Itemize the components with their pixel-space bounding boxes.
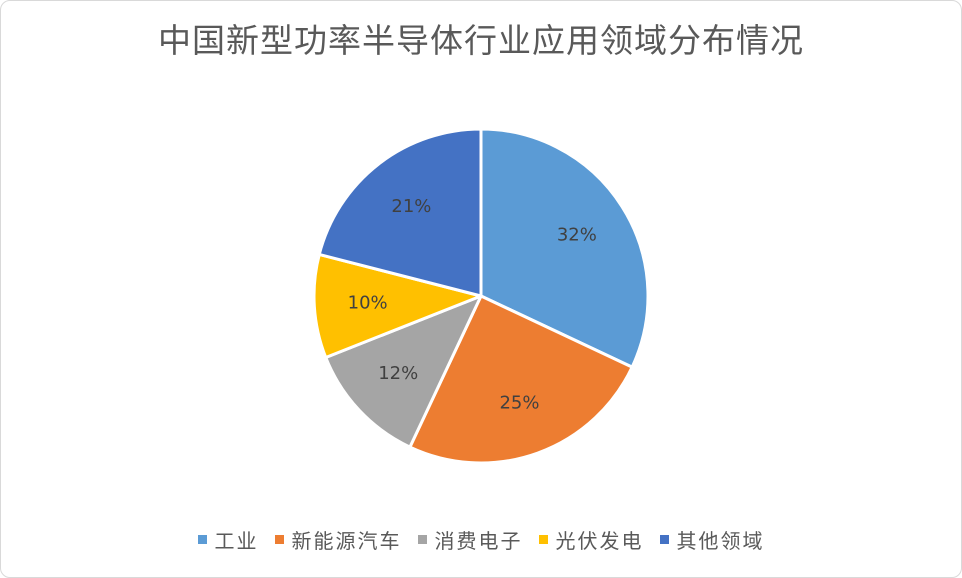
- legend: 工业 新能源汽车 消费电子 光伏发电 其他领域: [0, 523, 962, 555]
- data-label-consumer-electronics: 12%: [378, 363, 418, 384]
- legend-label: 光伏发电: [555, 528, 644, 553]
- pie-slice-new-energy-vehicles: [408, 294, 634, 465]
- legend-label: 消费电子: [434, 528, 523, 553]
- legend-item-new-energy-vehicles: 新能源汽车: [274, 525, 402, 554]
- legend-swatch: [417, 534, 427, 544]
- data-label-new-energy-vehicles: 25%: [499, 392, 539, 413]
- legend-label: 新能源汽车: [291, 528, 402, 553]
- pie-slice-photovoltaic: [312, 252, 483, 359]
- legend-label: 工业: [214, 528, 259, 553]
- legend-item-consumer-electronics: 消费电子: [417, 525, 523, 554]
- legend-item-other: 其他领域: [659, 525, 765, 554]
- pie-slice-industry: [479, 127, 650, 369]
- legend-item-photovoltaic: 光伏发电: [538, 525, 644, 554]
- data-label-other: 21%: [391, 196, 431, 217]
- legend-swatch: [659, 534, 669, 544]
- data-label-industry: 32%: [557, 225, 597, 246]
- legend-item-industry: 工业: [197, 525, 259, 554]
- pie-slice-consumer-electronics: [324, 294, 483, 449]
- legend-swatch: [538, 534, 548, 544]
- legend-swatch: [197, 534, 207, 544]
- legend-label: 其他领域: [676, 528, 765, 553]
- pie-slice-other: [317, 127, 483, 298]
- legend-swatch: [274, 534, 284, 544]
- data-label-photovoltaic: 10%: [348, 293, 388, 314]
- chart-title: 中国新型功率半导体行业应用领域分布情况: [158, 21, 804, 60]
